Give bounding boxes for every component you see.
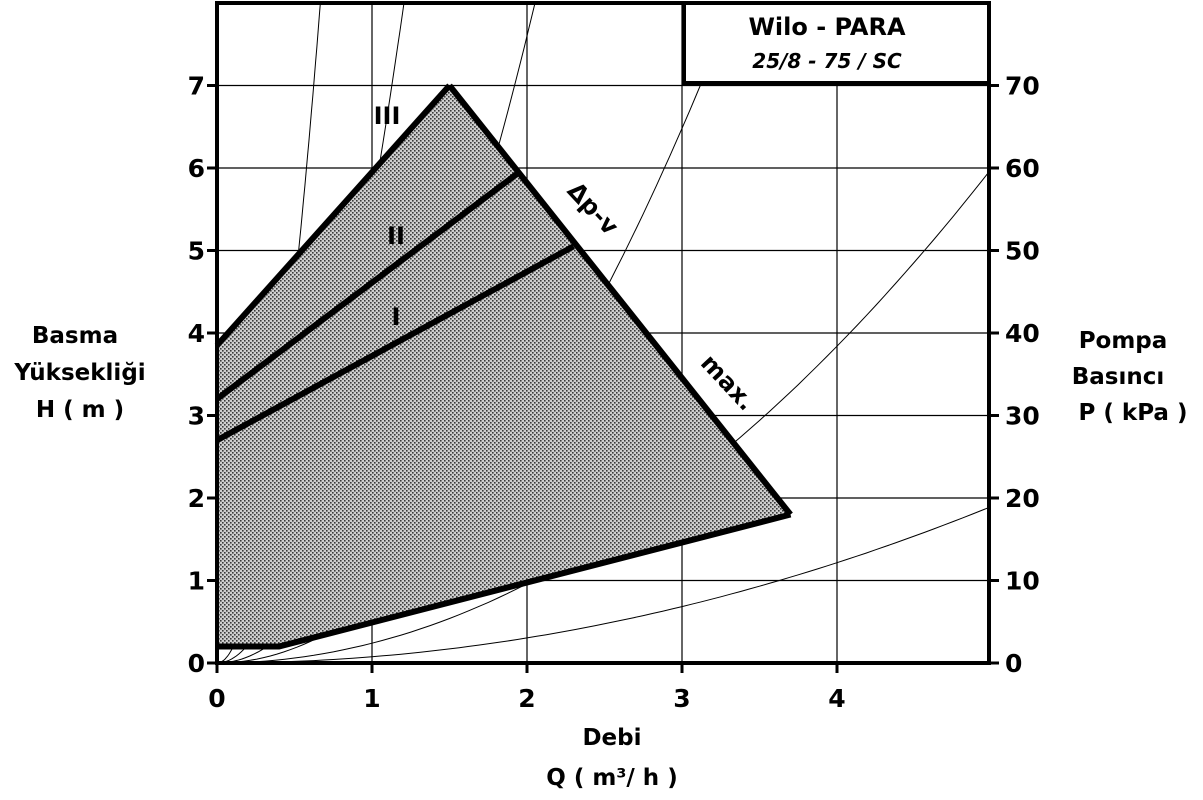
y-right-label-line3: P ( kPa ) [1079, 400, 1188, 426]
x-tick-label: 4 [828, 684, 845, 713]
y-tick-label: 6 [188, 154, 205, 183]
curve-label-II: II [387, 222, 405, 250]
curve-label-I: I [392, 303, 401, 331]
pump-curve-1 [215, 169, 522, 402]
system-curve-5 [217, 506, 989, 663]
y-right-tick-label: 0 [1005, 649, 1022, 678]
x-axis-unit: Q ( m³/ h ) [546, 765, 677, 791]
y-right-label-line2: Basıncı [1072, 364, 1165, 390]
chart-subtitle: 25/8 - 75 / SC [752, 49, 902, 73]
y-left-label-line2: Yüksekliği [13, 360, 145, 386]
y-left-tick-labels: 0 1 2 3 4 5 6 7 [188, 72, 205, 679]
y-tick-label: 5 [188, 237, 205, 266]
pump-curve-3 [447, 83, 793, 517]
y-tick-label: 7 [188, 72, 205, 101]
y-right-tick-label: 50 [1005, 237, 1040, 266]
y-tick-label: 3 [188, 402, 205, 431]
y-tick-label: 1 [188, 567, 205, 596]
y-right-tick-label: 10 [1005, 567, 1040, 596]
y-right-tick-labels: 0 10 20 30 40 50 60 70 [1005, 72, 1040, 679]
x-tick-labels: 0 1 2 3 4 [208, 684, 845, 713]
pump-curve-4 [217, 511, 792, 650]
y-right-label-line1: Pompa [1079, 328, 1168, 354]
y-left-label-line3: H ( m ) [36, 397, 124, 423]
y-right-tick-label: 30 [1005, 402, 1040, 431]
curve-label-III: III [374, 102, 401, 130]
curve-label-dpv: Δp-v [562, 177, 625, 241]
title-box [682, 1, 991, 85]
x-tick-label: 1 [363, 684, 380, 713]
y-right-tick-label: 40 [1005, 319, 1040, 348]
tick-marks [207, 84, 999, 673]
x-tick-label: 2 [518, 684, 535, 713]
x-tick-label: 3 [673, 684, 690, 713]
y-left-label-line1: Basma [32, 323, 118, 349]
x-axis-label: Debi [582, 725, 641, 751]
operating-region [217, 85, 791, 647]
y-right-tick-label: 60 [1005, 154, 1040, 183]
y-tick-label: 4 [188, 319, 205, 348]
y-right-tick-label: 70 [1005, 72, 1040, 101]
y-tick-label: 0 [188, 649, 205, 678]
pump-curve-2 [215, 243, 575, 443]
chart-title: Wilo - PARA [748, 13, 906, 41]
pump-curves [214, 83, 793, 650]
pump-curve-0 [214, 83, 452, 348]
y-tick-label: 2 [188, 484, 205, 513]
y-right-tick-label: 20 [1005, 484, 1040, 513]
x-tick-label: 0 [208, 684, 225, 713]
